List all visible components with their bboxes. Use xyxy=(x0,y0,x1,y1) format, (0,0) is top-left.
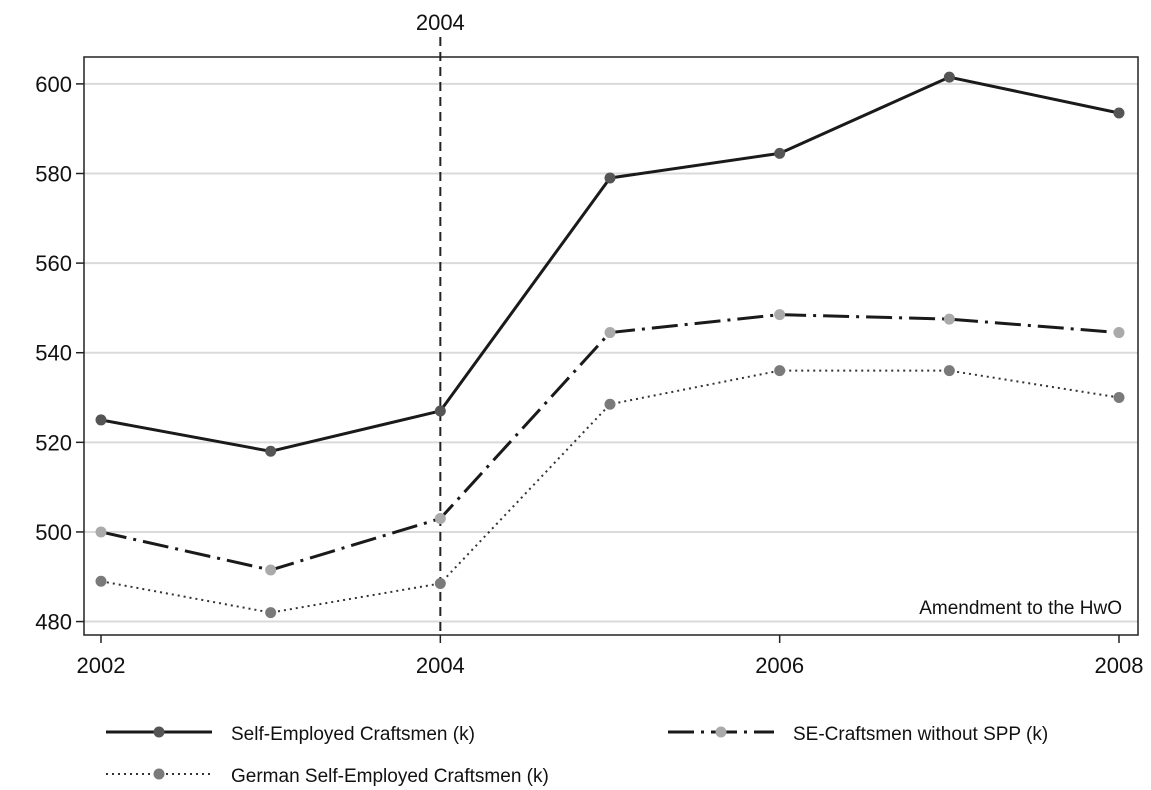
y-axis: 480 500 520 540 560 580 600 xyxy=(35,72,84,635)
x-tick-label: 2002 xyxy=(77,653,126,678)
data-point xyxy=(95,526,107,538)
data-point xyxy=(604,172,616,184)
series-line xyxy=(100,75,1120,453)
y-tick-label: 500 xyxy=(35,520,72,545)
legend-item: German Self-Employed Craftsmen (k) xyxy=(106,766,549,787)
data-point xyxy=(1113,327,1125,339)
data-point xyxy=(943,313,955,325)
y-tick-label: 480 xyxy=(35,610,72,635)
series-3 xyxy=(95,365,1125,619)
data-point xyxy=(943,365,955,377)
legend: Self-Employed Craftsmen (k) SE-Craftsmen … xyxy=(106,724,1048,787)
plot-frame xyxy=(83,56,1139,636)
data-point xyxy=(265,564,277,576)
reference-line-group: 2004 xyxy=(416,10,465,635)
legend-marker xyxy=(715,726,727,738)
y-tick-label: 540 xyxy=(35,341,72,366)
legend-label: SE-Craftsmen without SPP (k) xyxy=(793,724,1048,745)
data-point xyxy=(434,577,446,589)
data-point xyxy=(774,147,786,159)
legend-label: Self-Employed Craftsmen (k) xyxy=(231,724,475,745)
y-tick-label: 600 xyxy=(35,72,72,97)
data-point xyxy=(1113,107,1125,119)
data-point xyxy=(1113,392,1125,404)
data-point xyxy=(95,575,107,587)
legend-label: German Self-Employed Craftsmen (k) xyxy=(231,766,549,787)
y-tick-label: 580 xyxy=(35,161,72,186)
legend-marker xyxy=(153,726,165,738)
reference-line-label: 2004 xyxy=(416,10,465,35)
data-point xyxy=(434,405,446,417)
data-point xyxy=(774,309,786,321)
x-tick-label: 2004 xyxy=(416,653,465,678)
legend-item: Self-Employed Craftsmen (k) xyxy=(106,724,475,745)
series-1 xyxy=(95,71,1125,457)
gridlines xyxy=(84,82,1138,623)
data-point xyxy=(774,365,786,377)
annotation-text: Amendment to the HwO xyxy=(919,598,1122,619)
data-point xyxy=(604,327,616,339)
y-tick-label: 520 xyxy=(35,430,72,455)
data-point xyxy=(95,414,107,426)
series-group xyxy=(95,71,1125,619)
x-tick-label: 2006 xyxy=(755,653,804,678)
data-point xyxy=(604,398,616,410)
y-tick-label: 560 xyxy=(35,251,72,276)
x-axis: 2002 2004 2006 2008 xyxy=(77,635,1144,678)
data-point xyxy=(434,513,446,525)
data-point xyxy=(265,607,277,619)
legend-item: SE-Craftsmen without SPP (k) xyxy=(668,724,1048,745)
series-2 xyxy=(95,309,1125,576)
data-point xyxy=(943,71,955,83)
legend-marker xyxy=(153,768,165,780)
x-tick-label: 2008 xyxy=(1095,653,1144,678)
data-point xyxy=(265,445,277,457)
